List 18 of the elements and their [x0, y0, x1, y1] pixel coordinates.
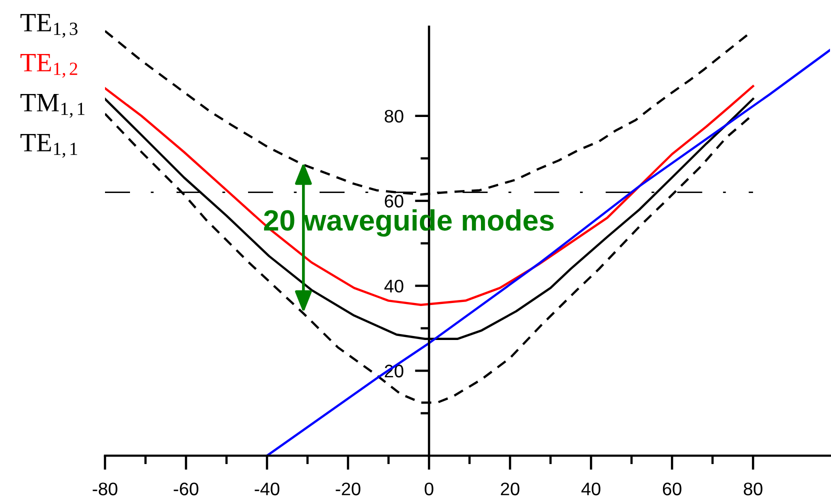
x-tick-label: 0 [424, 482, 434, 496]
x-tick-label: 80 [744, 482, 762, 496]
x-tick-label: -20 [336, 482, 360, 496]
x-tick-label: -40 [254, 482, 280, 496]
y-tick-label: 40 [384, 280, 404, 293]
line-series [266, 48, 830, 456]
series-label: TE$_{1,1}$ [20, 134, 78, 158]
y-tick-label: 60 [384, 194, 404, 208]
series-label: TM$_{1,1}$ [20, 94, 84, 118]
x-tick-label: 40 [581, 482, 600, 496]
line-series [105, 85, 754, 306]
x-tick-label: 60 [662, 482, 682, 496]
x-tick-label: 20 [500, 482, 520, 496]
x-tick-label: -60 [174, 482, 198, 496]
series-label: TE$_{1,2}$ [20, 54, 78, 78]
y-tick-label: 80 [384, 110, 404, 123]
x-tick-label: -80 [92, 482, 118, 496]
series-label: TE$_{1,3}$ [20, 14, 78, 38]
